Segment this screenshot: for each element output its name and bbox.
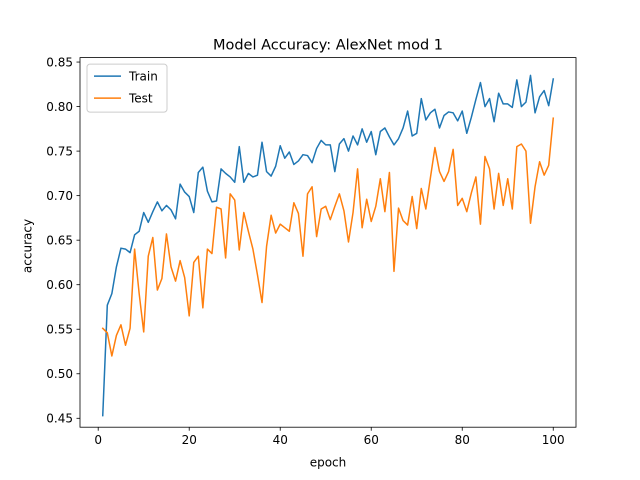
- y-tick-label: 0.80: [46, 100, 73, 114]
- y-axis-label: accuracy: [21, 219, 35, 273]
- legend: Train Test: [86, 63, 168, 113]
- axes-spines: [79, 57, 577, 428]
- x-tick-label: 40: [273, 433, 288, 447]
- axes-ticks: 0 20 40 60 80 100 0.45 0.50 0.55 0.60 0.65 0.70 0.75…: [46, 55, 564, 447]
- x-tick-label: 20: [182, 433, 197, 447]
- legend-label-test: Test: [128, 91, 153, 105]
- y-tick-label: 0.75: [46, 144, 73, 158]
- y-tick-label: 0.50: [46, 367, 73, 381]
- y-tick-label: 0.85: [46, 55, 73, 69]
- y-tick-label: 0.70: [46, 189, 73, 203]
- x-tick-label: 100: [542, 433, 565, 447]
- x-axis-label: epoch: [310, 456, 347, 470]
- series-line-train: [101, 74, 555, 417]
- chart-title: Model Accuracy: AlexNet mod 1: [213, 38, 443, 54]
- y-tick-label: 0.55: [46, 323, 73, 337]
- y-tick-label: 0.45: [46, 412, 73, 426]
- y-tick-label: 0.60: [46, 278, 73, 292]
- plot-area: [101, 74, 555, 417]
- axes-frame: [79, 57, 577, 428]
- x-tick-label: 80: [455, 433, 470, 447]
- x-tick-label: 0: [94, 433, 102, 447]
- legend-label-train: Train: [128, 69, 158, 83]
- y-tick-label: 0.65: [46, 233, 73, 247]
- series-line-test: [101, 117, 555, 357]
- x-tick-label: 60: [364, 433, 379, 447]
